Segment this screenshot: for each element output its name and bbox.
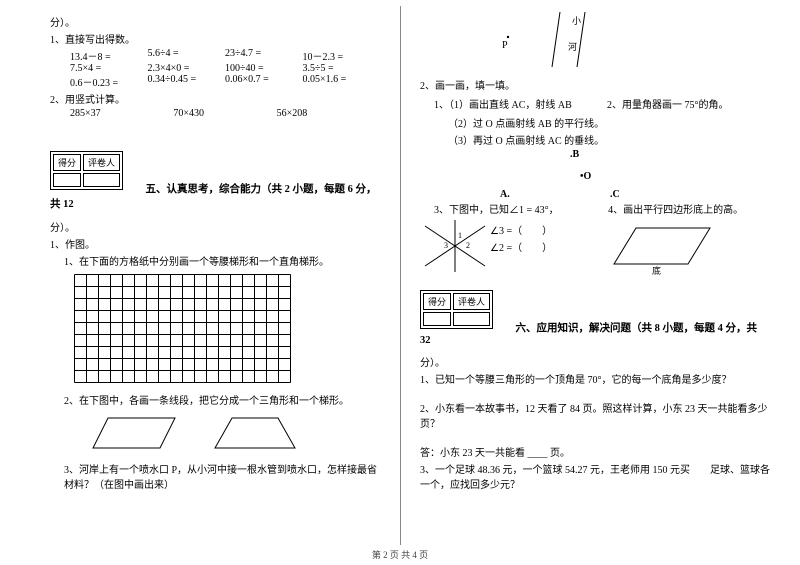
point-a: A. [500,189,510,200]
q1-label: 1、直接写出得数。 [50,31,380,46]
column-divider [400,6,401,545]
q6-3: 3、一个足球 48.36 元，一个篮球 54.27 元，王老师用 150 元买 … [420,461,770,491]
answer-grid [74,274,291,383]
s2-3: 3、下图中，已知∠1 = 43°， [420,201,598,216]
q6-1: 1、已知一个等腰三角形的一个顶角是 70°，它的每一个底角是多少度？ [420,371,770,386]
calc-cell: 7.5×4 = [70,63,148,74]
s2-1-3: （3）再过 O 点画射线 AC 的垂线。 [420,132,770,147]
point-c: .C [610,189,620,200]
calc-cell: 0.06×0.7 = [225,74,303,89]
point-b: .B [570,149,579,160]
q6-2-ans: 答：小东 23 天一共能看 ____ 页。 [420,444,770,459]
calc-cell: 56×208 [277,108,380,119]
grader-label: 评卷人 [453,293,490,310]
score-label: 得分 [423,293,451,310]
calc-row: 13.4－8 = 5.6÷4 = 23÷4.7 = 10－2.3 = [50,48,380,63]
calc-row: 0.6－0.23 = 0.34÷0.45 = 0.06×0.7 = 0.05×1… [50,74,380,89]
s5-q1: 1、作图。 [50,236,380,251]
trapezoid-shape [210,413,300,453]
calc-cell: 0.6－0.23 = [70,74,148,89]
section-5-suffix: 分）。 [50,219,380,234]
calc-cell: 5.6÷4 = [148,48,226,63]
point-o: •O [580,171,591,182]
river-diagram: 小 河 P [470,12,630,72]
point-p-label: P [502,40,508,51]
calc-cell: 285×37 [70,108,173,119]
s2-3b: ∠3 =（ ） [490,222,552,237]
grader-label: 评卷人 [83,154,120,171]
base-label: 底 [652,265,661,276]
s5-q1-3: 3、河岸上有一个喷水口 P，从小河中接一根水管到喷水口，怎样接最省材料？（在图中… [50,461,380,491]
calc-cell: 0.34÷0.45 = [148,74,226,89]
s5-q1-1: 1、在下面的方格纸中分别画一个等腰梯形和一个直角梯形。 [50,253,380,268]
s5-q1-2: 2、在下图中，各画一条线段，把它分成一个三角形和一个梯形。 [50,392,380,407]
calc-cell: 100÷40 = [225,63,303,74]
page-footer: 第 2 页 共 4 页 [0,548,800,561]
points-diagram: .B •O A. .C [500,149,770,199]
s2-1-2: （2）过 O 点画射线 AB 的平行线。 [420,115,770,130]
river-label-top: 小 [572,16,581,26]
calc-cell: 10－2.3 = [303,48,381,63]
s2-1b-right: 2、用量角器画一 75°的角。 [607,96,770,111]
s2-3c: ∠2 =（ ） [490,239,552,254]
s2-1a: 1、（1）画出直线 AC，射线 AB [420,96,597,111]
calc-cell: 70×430 [173,108,276,119]
parallelogram-shape [90,413,180,453]
score-box: 得分评卷人 [50,151,123,190]
left-column: 分）。 1、直接写出得数。 13.4－8 = 5.6÷4 = 23÷4.7 = … [0,0,400,540]
parallelogram-base: 底 [608,222,718,277]
calc-row: 7.5×4 = 2.3×4×0 = 100÷40 = 3.5÷5 = [50,63,380,74]
calc-cell: 3.5÷5 = [303,63,381,74]
score-label: 得分 [53,154,81,171]
calc-cell: 2.3×4×0 = [148,63,226,74]
right-column: 小 河 P 2、画一画，填一填。 1、（1）画出直线 AC，射线 AB 2、用量… [400,0,800,540]
svg-text:2: 2 [466,241,470,250]
shapes-row [50,413,380,453]
calc-cell: 13.4－8 = [70,48,148,63]
s2-4: 4、画出平行四边形底上的高。 [608,201,770,216]
s2-label: 2、画一画，填一填。 [420,77,770,92]
svg-text:3: 3 [444,241,448,250]
q2-label: 2、用竖式计算。 [50,91,380,106]
score-box: 得分评卷人 [420,290,493,329]
q6-2: 2、小东看一本故事书，12 天看了 84 页。照这样计算，小东 23 天一共能看… [420,400,770,430]
calc-cell: 0.05×1.6 = [303,74,381,89]
calc2-row: 285×37 70×430 56×208 [50,108,380,119]
angle-diagram: 1 2 3 [420,218,490,273]
river-label-bot: 河 [568,41,577,52]
section-6-suffix: 分）。 [420,354,770,369]
points-suffix: 分）。 [50,14,380,29]
svg-text:1: 1 [458,231,462,240]
calc-cell: 23÷4.7 = [225,48,303,63]
